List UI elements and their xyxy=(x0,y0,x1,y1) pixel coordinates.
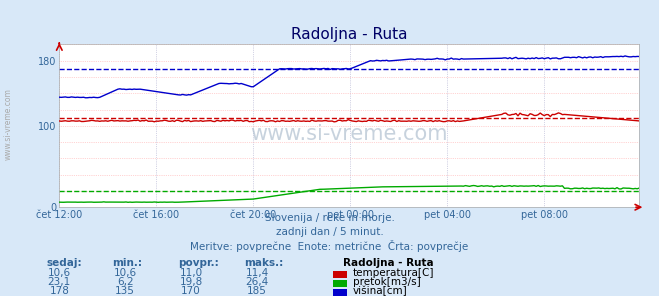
Text: maks.:: maks.: xyxy=(244,258,283,268)
Title: Radoljna - Ruta: Radoljna - Ruta xyxy=(291,27,407,42)
Text: 185: 185 xyxy=(247,286,267,296)
Text: pretok[m3/s]: pretok[m3/s] xyxy=(353,277,420,287)
Text: 178: 178 xyxy=(49,286,69,296)
Text: 11,0: 11,0 xyxy=(179,268,203,279)
Text: 135: 135 xyxy=(115,286,135,296)
Text: zadnji dan / 5 minut.: zadnji dan / 5 minut. xyxy=(275,227,384,237)
Text: 11,4: 11,4 xyxy=(245,268,269,279)
Text: Meritve: povprečne  Enote: metrične  Črta: povprečje: Meritve: povprečne Enote: metrične Črta:… xyxy=(190,240,469,252)
Text: 10,6: 10,6 xyxy=(47,268,71,279)
Text: povpr.:: povpr.: xyxy=(178,258,219,268)
Text: Slovenija / reke in morje.: Slovenija / reke in morje. xyxy=(264,213,395,223)
Text: min.:: min.: xyxy=(112,258,142,268)
Text: 23,1: 23,1 xyxy=(47,277,71,287)
Text: 26,4: 26,4 xyxy=(245,277,269,287)
Text: 10,6: 10,6 xyxy=(113,268,137,279)
Text: sedaj:: sedaj: xyxy=(46,258,82,268)
Text: 6,2: 6,2 xyxy=(117,277,134,287)
Text: www.si-vreme.com: www.si-vreme.com xyxy=(250,124,448,144)
Text: Radoljna - Ruta: Radoljna - Ruta xyxy=(343,258,434,268)
Text: www.si-vreme.com: www.si-vreme.com xyxy=(3,89,13,160)
Text: višina[cm]: višina[cm] xyxy=(353,286,407,296)
Text: 19,8: 19,8 xyxy=(179,277,203,287)
Text: 170: 170 xyxy=(181,286,201,296)
Text: temperatura[C]: temperatura[C] xyxy=(353,268,434,279)
